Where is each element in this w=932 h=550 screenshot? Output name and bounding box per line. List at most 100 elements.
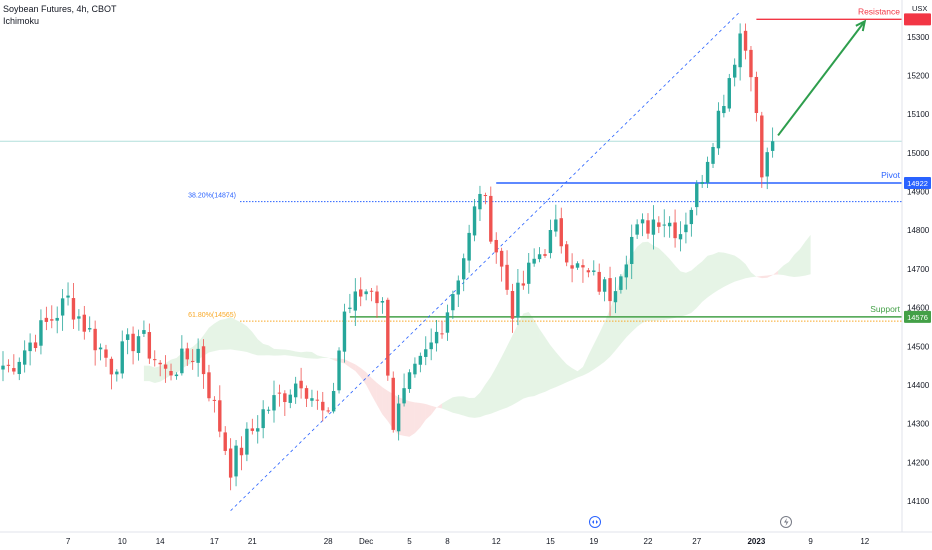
support-price-tag bbox=[904, 310, 931, 323]
time-tick: 5 bbox=[407, 537, 412, 546]
cloud-segment bbox=[555, 351, 562, 388]
price-tick: 14100 bbox=[907, 497, 930, 506]
cloud-segment bbox=[528, 311, 535, 397]
candle bbox=[191, 349, 195, 370]
candle-body bbox=[158, 362, 162, 365]
candle-body bbox=[662, 224, 666, 226]
cloud-segment bbox=[241, 322, 247, 353]
candle-body bbox=[342, 311, 347, 352]
cloud-segment bbox=[149, 365, 155, 384]
candle-body bbox=[592, 270, 596, 272]
candle bbox=[125, 328, 130, 355]
candle-body bbox=[505, 264, 509, 290]
cloud-segment bbox=[517, 313, 524, 402]
cloud-segment bbox=[225, 317, 231, 350]
candle bbox=[413, 357, 417, 378]
cloud-segment bbox=[507, 335, 513, 408]
candle bbox=[499, 247, 504, 282]
candle-body bbox=[597, 271, 601, 292]
candle-body bbox=[483, 195, 488, 197]
pivot-label: Pivot bbox=[881, 170, 901, 180]
candle bbox=[754, 71, 759, 122]
candle bbox=[304, 385, 309, 407]
candle bbox=[348, 293, 352, 314]
price-tick: 14300 bbox=[907, 420, 930, 429]
cloud-segment bbox=[208, 323, 215, 353]
cloud-segment bbox=[431, 405, 437, 415]
candle bbox=[521, 270, 526, 290]
cloud-segment bbox=[750, 272, 757, 278]
cloud-segment bbox=[452, 396, 459, 415]
indicator-label[interactable]: Ichimoku bbox=[3, 16, 40, 26]
cloud-segment bbox=[279, 349, 285, 356]
cloud-segment bbox=[550, 345, 556, 390]
candle-body bbox=[684, 224, 688, 233]
candle bbox=[386, 297, 390, 381]
candle bbox=[543, 248, 547, 258]
time-tick: 2023 bbox=[747, 537, 765, 546]
candle-body bbox=[602, 279, 607, 292]
cloud-segment bbox=[496, 356, 502, 412]
candle-body bbox=[201, 346, 206, 375]
candle bbox=[218, 385, 222, 438]
candle bbox=[743, 23, 748, 60]
candle bbox=[564, 241, 569, 267]
candle bbox=[88, 316, 92, 333]
candle bbox=[17, 357, 21, 381]
candle-body bbox=[223, 432, 227, 451]
candle-body bbox=[22, 350, 27, 365]
cloud-segment bbox=[566, 364, 573, 383]
candles bbox=[1, 23, 775, 491]
candle-body bbox=[386, 299, 390, 376]
candle bbox=[765, 147, 769, 190]
pivot-price-tag-text: 14922 bbox=[907, 179, 928, 188]
candle bbox=[326, 407, 330, 414]
candle-body bbox=[136, 336, 141, 354]
candle bbox=[261, 400, 265, 439]
candle bbox=[283, 390, 287, 416]
candle-body bbox=[120, 341, 124, 374]
cloud-segment bbox=[572, 368, 578, 381]
candle bbox=[613, 277, 618, 314]
lightning-icon[interactable] bbox=[780, 516, 792, 528]
candle bbox=[375, 285, 379, 318]
candle-body bbox=[174, 374, 179, 377]
cloud-segment bbox=[360, 367, 367, 385]
candle-body bbox=[33, 342, 38, 349]
candle bbox=[472, 199, 477, 242]
cloud-segment bbox=[349, 361, 356, 371]
candle-body bbox=[55, 317, 59, 321]
fib-618-label: 61.80%(14565) bbox=[188, 312, 236, 319]
candle-body bbox=[321, 401, 325, 411]
candle-body bbox=[234, 445, 238, 477]
cloud-segment bbox=[479, 384, 486, 418]
candle-body bbox=[516, 282, 520, 318]
candle bbox=[277, 384, 282, 407]
candle bbox=[104, 344, 108, 367]
candle bbox=[489, 186, 493, 244]
cloud-segment bbox=[171, 357, 177, 376]
time-tick: 17 bbox=[210, 537, 219, 546]
fib-trend-line bbox=[230, 11, 741, 512]
cloud-segment bbox=[610, 294, 616, 357]
cloud-segment bbox=[490, 367, 497, 414]
candle-body bbox=[77, 316, 81, 319]
candle-body bbox=[153, 359, 157, 361]
candle-body bbox=[218, 400, 222, 432]
news-icon[interactable] bbox=[589, 516, 601, 528]
candle-body bbox=[402, 388, 406, 404]
candle-body bbox=[39, 320, 43, 346]
price-tick: 15200 bbox=[907, 71, 930, 80]
candle-body bbox=[754, 76, 759, 114]
cloud-segment bbox=[805, 234, 811, 276]
cloud-segment bbox=[788, 254, 795, 277]
candle-body bbox=[82, 314, 86, 332]
candle-body bbox=[359, 289, 363, 297]
candle-body bbox=[548, 230, 553, 254]
candle bbox=[407, 369, 412, 393]
symbol-title[interactable]: Soybean Futures, 4h, CBOT bbox=[3, 4, 117, 14]
candle-body bbox=[1, 365, 5, 370]
cloud-segment bbox=[664, 253, 670, 321]
